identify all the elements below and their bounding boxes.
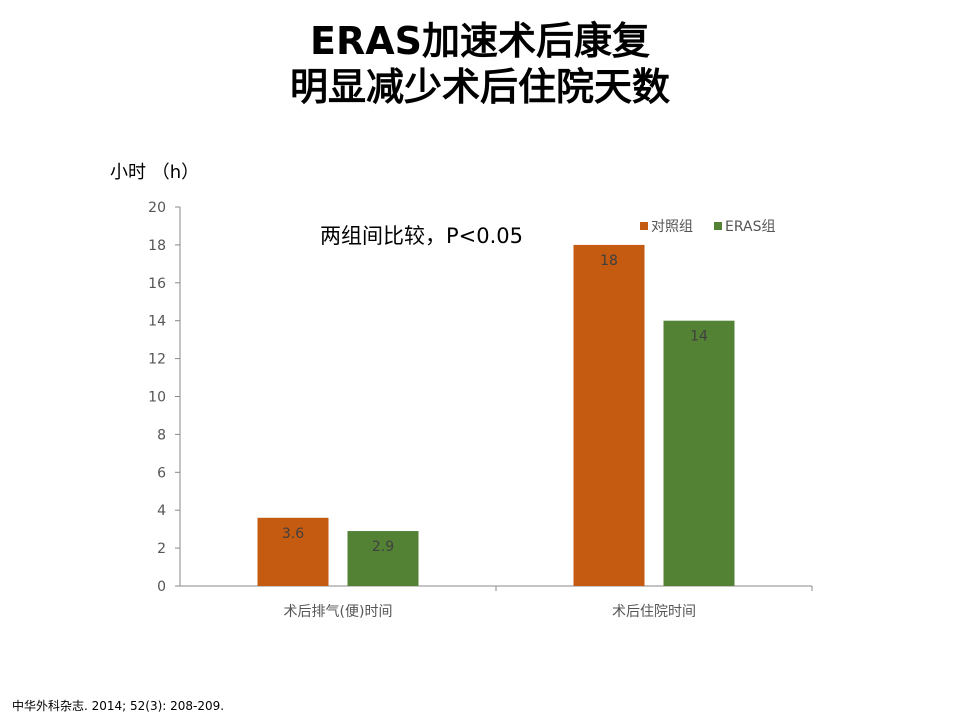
bar-data-label: 3.6 (282, 526, 304, 542)
bar-data-label: 14 (690, 329, 708, 345)
y-tick-label: 4 (157, 503, 166, 519)
x-category-label: 术后排气(便)时间 (284, 604, 393, 620)
y-tick-label: 14 (148, 314, 166, 330)
title-line-1: ERAS加速术后康复 (310, 19, 650, 63)
bar (663, 320, 735, 586)
bar (257, 517, 329, 586)
bar-data-label: 18 (600, 253, 618, 269)
bar (347, 531, 419, 586)
y-tick-label: 18 (148, 238, 166, 254)
legend-swatch (640, 222, 648, 230)
y-tick-label: 10 (148, 390, 166, 406)
y-tick-label: 16 (148, 276, 166, 292)
y-tick-label: 20 (148, 200, 166, 216)
legend-label: ERAS组 (725, 219, 775, 235)
bar (573, 244, 645, 586)
title-line-2: 明显减少术后住院天数 (289, 65, 670, 109)
y-tick-label: 12 (148, 352, 166, 368)
y-tick-label: 8 (157, 427, 166, 443)
citation: 中华外科杂志. 2014; 52(3): 208-209. (12, 699, 225, 713)
y-tick-label: 2 (157, 541, 166, 557)
y-tick-label: 0 (157, 579, 166, 595)
y-axis-unit-label: 小时 （h） (110, 162, 200, 183)
legend-label: 对照组 (651, 219, 693, 235)
significance-annotation: 两组间比较，P<0.05 (320, 224, 524, 248)
y-tick-label: 6 (157, 465, 166, 481)
slide-title: ERAS加速术后康复 明显减少术后住院天数 (0, 18, 960, 110)
legend-swatch (714, 222, 722, 230)
x-category-label: 术后住院时间 (612, 604, 696, 620)
bar-data-label: 2.9 (372, 539, 394, 555)
